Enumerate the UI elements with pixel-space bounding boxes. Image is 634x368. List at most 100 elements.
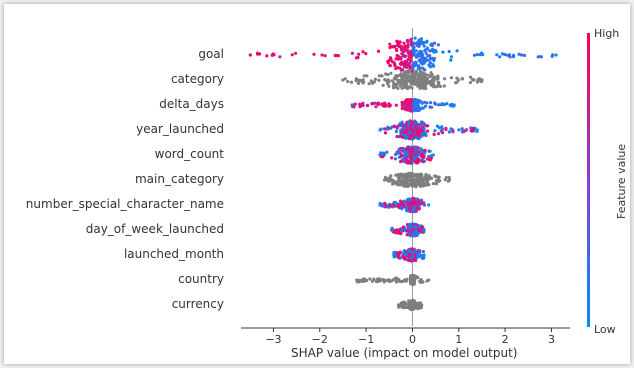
shap-point: [417, 51, 421, 55]
shap-point: [438, 179, 442, 183]
shap-point: [411, 158, 415, 162]
shap-point: [412, 82, 417, 86]
shap-point: [373, 101, 377, 105]
shap-point: [380, 74, 384, 78]
shap-point: [405, 48, 409, 52]
shap-point: [408, 65, 412, 69]
shap-point: [428, 61, 432, 65]
shap-point: [382, 279, 386, 283]
shap-point: [409, 37, 413, 41]
shap-point: [422, 56, 426, 60]
shap-point: [426, 124, 430, 128]
shap-point: [409, 79, 413, 83]
shap-point: [424, 183, 428, 187]
shap-point: [416, 74, 420, 78]
shap-point: [409, 82, 413, 86]
shap-point: [430, 47, 435, 51]
shap-point: [413, 108, 417, 112]
shap-point: [398, 40, 402, 44]
shap-point: [377, 78, 381, 82]
shap-point: [410, 183, 414, 187]
shap-point: [506, 53, 510, 57]
shap-point: [421, 155, 425, 159]
shap-point: [376, 49, 381, 53]
shap-point: [416, 149, 420, 153]
shap-point: [422, 203, 427, 207]
shap-point: [361, 78, 365, 82]
shap-point: [408, 106, 412, 110]
shap-point: [416, 133, 420, 137]
shap-point: [361, 81, 365, 85]
shap-point: [423, 104, 428, 108]
feature-label: day_of_week_launched: [85, 222, 224, 236]
shap-point: [399, 56, 403, 60]
colorbar-high-label: High: [594, 27, 620, 40]
shap-point: [433, 101, 437, 105]
shap-point: [403, 180, 407, 184]
shap-point: [389, 126, 393, 130]
shap-point: [416, 251, 420, 255]
shap-point: [419, 57, 423, 61]
shap-point: [425, 76, 429, 81]
shap-point: [395, 48, 399, 53]
shap-point: [434, 179, 438, 183]
shap-point: [255, 51, 260, 55]
shap-point: [424, 79, 428, 83]
shap-point: [312, 52, 316, 56]
shap-point: [410, 154, 414, 158]
shap-point: [414, 153, 418, 157]
shap-point: [346, 79, 350, 84]
shap-point: [394, 231, 398, 235]
shap-point: [406, 172, 410, 176]
shap-point: [422, 100, 427, 104]
shap-point: [396, 303, 401, 307]
shap-point: [400, 159, 404, 163]
shap-point: [418, 69, 423, 73]
chart-frame: goal category delta_days year_launched word_…: [4, 4, 630, 364]
shap-point: [427, 278, 431, 282]
shap-point: [408, 150, 412, 154]
shap-point: [431, 182, 436, 186]
shap-point: [395, 252, 400, 256]
shap-point: [341, 78, 345, 82]
shap-point: [419, 172, 423, 176]
shap-point: [404, 172, 408, 176]
shap-point: [409, 123, 413, 128]
shap-point: [407, 201, 412, 206]
shap-point: [400, 62, 404, 66]
shap-point: [397, 147, 402, 151]
shap-point: [370, 279, 375, 283]
shap-point: [400, 154, 404, 158]
shap-point: [393, 157, 397, 161]
feature-label: delta_days: [159, 97, 224, 111]
shap-point: [428, 49, 432, 53]
shap-point: [418, 279, 422, 283]
shap-point: [401, 82, 405, 86]
shap-point: [428, 158, 432, 162]
shap-point: [425, 46, 430, 50]
shap-point: [335, 53, 339, 58]
shap-point: [449, 76, 453, 80]
shap-point: [381, 83, 385, 87]
shap-point: [444, 126, 448, 130]
shap-point: [460, 77, 465, 81]
shap-point: [426, 54, 430, 58]
x-tick-label: 2: [501, 333, 509, 346]
shap-point: [376, 102, 381, 107]
shap-point: [365, 74, 369, 78]
shap-point: [383, 102, 387, 106]
shap-point: [404, 202, 408, 206]
shap-point: [399, 48, 404, 52]
shap-point: [411, 231, 415, 235]
shap-point: [408, 137, 412, 141]
shap-point: [405, 153, 410, 157]
shap-point: [428, 57, 432, 61]
shap-point: [398, 84, 403, 88]
shap-point: [416, 137, 420, 141]
shap-point: [430, 44, 434, 48]
shap-point: [407, 229, 411, 233]
shap-point: [422, 253, 426, 257]
shap-point: [388, 64, 392, 68]
shap-point: [444, 176, 448, 180]
shap-point: [495, 53, 499, 57]
